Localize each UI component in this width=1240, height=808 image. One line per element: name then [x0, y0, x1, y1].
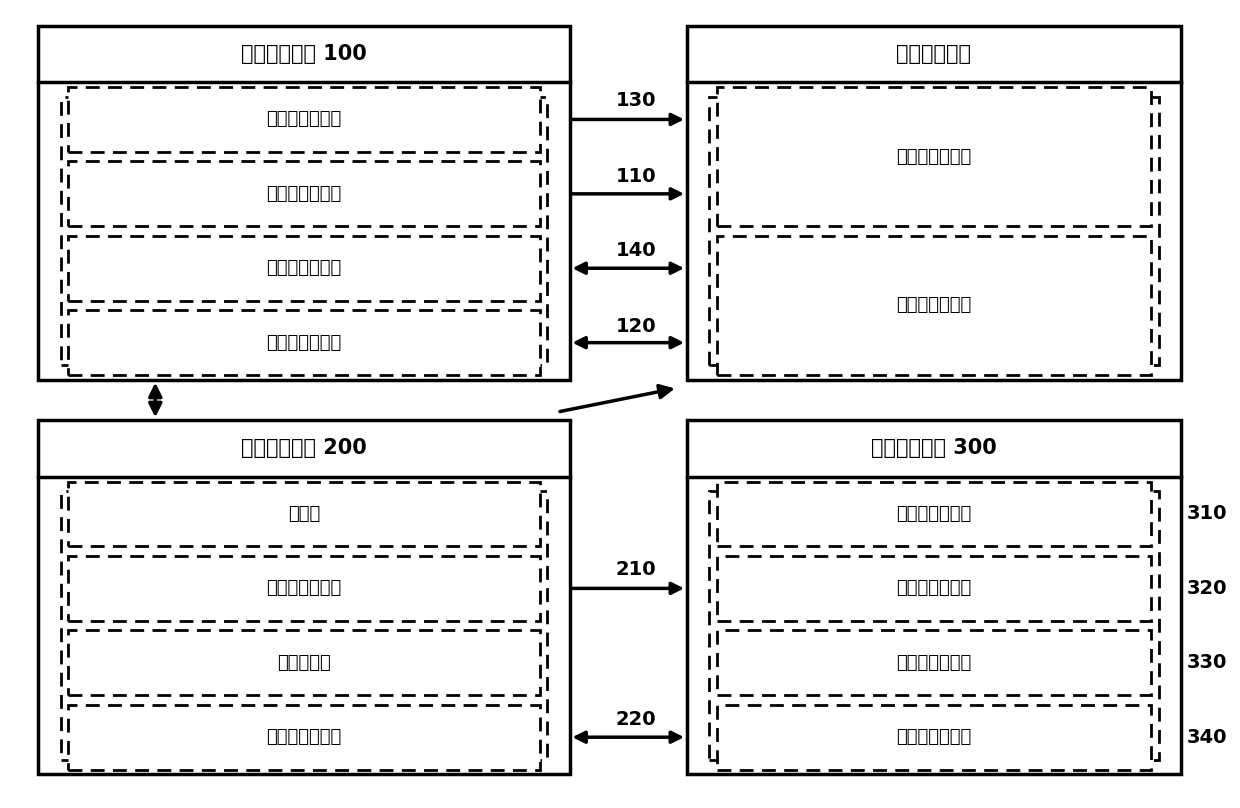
Text: 220: 220: [616, 710, 656, 729]
Bar: [717, 556, 1151, 621]
Text: 温度采集子模块: 温度采集子模块: [897, 505, 972, 523]
Text: 效期展示子模块: 效期展示子模块: [897, 654, 972, 671]
Text: 疫苗冷藏模块 300: 疫苗冷藏模块 300: [870, 439, 997, 458]
Text: 疫苗追溯子模块: 疫苗追溯子模块: [267, 728, 342, 747]
Bar: [68, 630, 539, 695]
Text: 110: 110: [616, 166, 656, 186]
Bar: [717, 705, 1151, 769]
Bar: [68, 236, 539, 301]
Text: 340: 340: [1187, 728, 1228, 747]
Bar: [717, 630, 1151, 695]
Text: 330: 330: [1187, 654, 1228, 672]
Bar: [68, 310, 539, 375]
Text: 疫苗库存子模块: 疫苗库存子模块: [267, 259, 342, 277]
Text: 310: 310: [1187, 504, 1228, 524]
Text: 疫苗接种模块 200: 疫苗接种模块 200: [241, 439, 367, 458]
Text: 疫苗出库子模块: 疫苗出库子模块: [897, 297, 972, 314]
Bar: [687, 26, 1180, 380]
Bar: [709, 491, 1158, 760]
Text: 接种展示子模块: 接种展示子模块: [897, 728, 972, 747]
Bar: [61, 97, 547, 365]
Text: 120: 120: [616, 318, 656, 336]
Bar: [717, 87, 1151, 226]
Bar: [68, 87, 539, 152]
Text: 疫苗接种子模块: 疫苗接种子模块: [267, 579, 342, 597]
Bar: [38, 26, 569, 380]
Bar: [38, 420, 569, 774]
Text: 140: 140: [616, 241, 656, 260]
Text: 疫苗入库子模块: 疫苗入库子模块: [897, 148, 972, 166]
Bar: [68, 556, 539, 621]
Bar: [61, 491, 547, 760]
Text: 130: 130: [616, 90, 656, 110]
Text: 210: 210: [616, 560, 656, 579]
Text: 入库任务子模块: 入库任务子模块: [267, 111, 342, 128]
Text: 疫苗手持模块: 疫苗手持模块: [897, 44, 971, 64]
Bar: [687, 420, 1180, 774]
Text: 医生端: 医生端: [288, 505, 320, 523]
Bar: [717, 482, 1151, 546]
Text: 320: 320: [1187, 579, 1228, 598]
Bar: [709, 97, 1158, 365]
Bar: [68, 482, 539, 546]
Text: 设备管理子模块: 设备管理子模块: [267, 185, 342, 203]
Bar: [68, 705, 539, 769]
Text: 疫苗管理模块 100: 疫苗管理模块 100: [241, 44, 367, 64]
Text: 预约预诊子模块: 预约预诊子模块: [267, 334, 342, 351]
Text: 被接种者端: 被接种者端: [277, 654, 331, 671]
Bar: [68, 162, 539, 226]
Text: 库存展示子模块: 库存展示子模块: [897, 579, 972, 597]
Bar: [717, 236, 1151, 375]
